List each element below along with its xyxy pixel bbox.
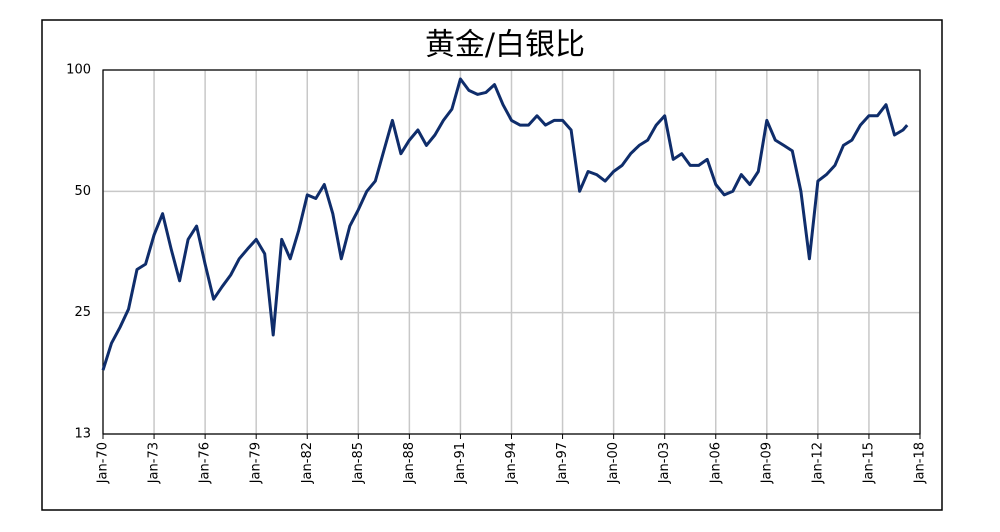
x-tick-label: Jan-09 bbox=[759, 442, 774, 484]
x-tick-label: Jan-91 bbox=[453, 442, 468, 484]
x-tick-label: Jan-03 bbox=[657, 442, 672, 484]
x-tick-label: Jan-70 bbox=[96, 442, 111, 484]
x-tick-label: Jan-06 bbox=[708, 442, 723, 484]
x-tick-label: Jan-97 bbox=[555, 442, 570, 484]
x-tick-label: Jan-88 bbox=[402, 442, 417, 484]
x-tick-label: Jan-76 bbox=[198, 442, 213, 484]
x-tick-label: Jan-12 bbox=[810, 442, 825, 484]
x-tick-label: Jan-82 bbox=[300, 442, 315, 484]
chart-frame bbox=[41, 19, 943, 511]
y-tick-label: 13 bbox=[74, 427, 91, 442]
x-tick-label: Jan-00 bbox=[606, 442, 621, 484]
data-line bbox=[101, 77, 909, 371]
y-tick-label: 50 bbox=[74, 184, 91, 199]
x-tick-label: Jan-73 bbox=[147, 442, 162, 484]
chart-title: 黄金/白银比 bbox=[425, 28, 585, 63]
plot-area bbox=[102, 69, 921, 435]
x-tick-label: Jan-94 bbox=[504, 442, 519, 484]
x-tick-label: Jan-18 bbox=[913, 442, 928, 484]
x-tick-label: Jan-85 bbox=[351, 442, 366, 484]
y-tick-label: 25 bbox=[74, 305, 91, 320]
x-tick-label: Jan-79 bbox=[249, 442, 264, 484]
y-tick-label: 100 bbox=[66, 63, 91, 78]
x-tick-label: Jan-15 bbox=[861, 442, 876, 484]
